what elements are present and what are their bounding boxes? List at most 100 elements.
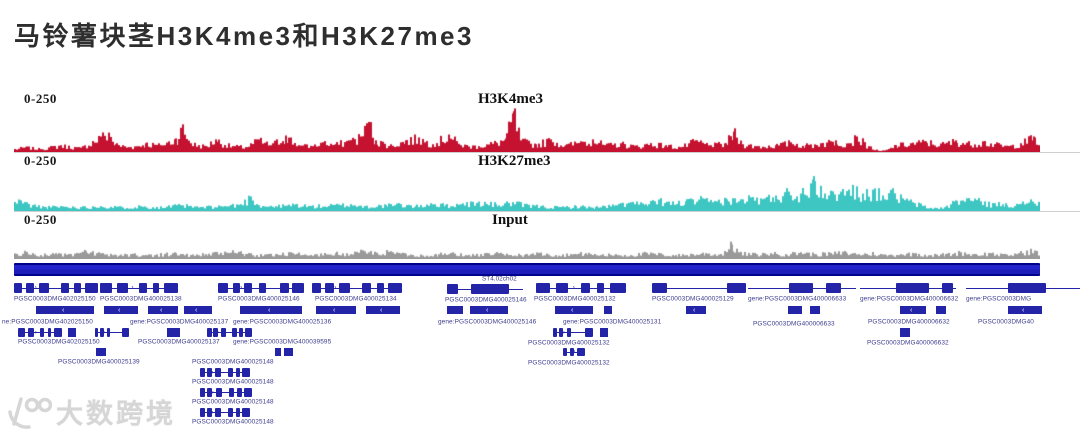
exon-box (61, 283, 70, 293)
exon-box (213, 328, 218, 337)
gene-id-label: PGSC0003DMG400025138 (100, 296, 182, 303)
gene-id-label: PGSC0003DMG400025129 (652, 296, 734, 303)
watermark-text: 大数跨境 (56, 399, 176, 429)
exon-box (215, 408, 221, 417)
intron-line (200, 372, 250, 373)
exon-box (25, 283, 35, 293)
intron-line (207, 332, 252, 333)
signal-canvas-input (14, 228, 1040, 259)
strand-arrow-icon: › (103, 329, 106, 336)
intron-line (95, 332, 129, 333)
strand-arrow-icon: › (131, 285, 134, 291)
exon-box (789, 283, 813, 293)
gene-exon-box (604, 306, 612, 314)
strand-arrow-icon: › (573, 349, 576, 355)
exon-box (27, 328, 34, 337)
strand-arrow-icon: › (34, 285, 37, 291)
exon-box (236, 368, 240, 377)
exon-box (39, 283, 50, 293)
gene-body-bar: ‹ (470, 306, 508, 314)
gene-exon-box (788, 306, 802, 314)
exon-box (200, 388, 206, 397)
gene-model-glyph: › (312, 283, 402, 293)
gene-exon-box (447, 306, 463, 314)
gene-model-glyph: › (200, 388, 252, 397)
exon-box (244, 328, 252, 337)
gene-id-label: PGSC0003DMG400025132 (528, 360, 610, 367)
track-name-h3k27me3: H3K27me3 (478, 153, 551, 169)
intron-line (312, 287, 402, 289)
gene-id-label: PGSC0003DMG400025139 (58, 359, 140, 366)
strand-arrow-icon: ‹ (693, 306, 696, 314)
strand-arrow-icon: › (217, 329, 220, 336)
gene-model-glyph (447, 284, 523, 294)
gene-id-label: PGSC0003DMG400025146 (218, 296, 300, 303)
strand-arrow-icon: ‹ (571, 306, 574, 314)
exon-box (100, 328, 104, 337)
exon-box (652, 283, 668, 293)
gene-id-label: PGSC0003DMG40 (978, 319, 1034, 326)
watermark: 大数跨境 (6, 392, 176, 431)
gene-body-bar: ‹ (366, 306, 400, 314)
exon-box (387, 283, 402, 293)
gene-id-label: PGSC0003DMG400006632 (867, 340, 949, 347)
gene-exon-box (600, 328, 608, 337)
exon-box (229, 388, 235, 397)
gene-id-label: PGSC0003DMG400025134 (315, 296, 397, 303)
exon-box (153, 283, 160, 293)
intron-line (14, 287, 98, 289)
gene-model-glyph: › (95, 328, 129, 337)
gene-id-label: PGSC0003DMG400025148 (192, 419, 274, 426)
exon-box (232, 328, 237, 337)
exon-box (207, 368, 212, 377)
exon-box (117, 283, 129, 293)
gene-id-label: PGSC0003DMG400025132 (528, 340, 610, 347)
gene-exon-box (810, 306, 820, 314)
gene-exon-box (900, 328, 910, 337)
exon-box (825, 283, 841, 293)
exon-box (727, 283, 746, 293)
strand-arrow-icon: ‹ (118, 306, 121, 314)
gene-model-glyph: › (200, 368, 250, 377)
exon-box (207, 328, 212, 337)
exon-box (163, 283, 178, 293)
intron-line (200, 392, 252, 393)
exon-box (581, 283, 590, 293)
exon-box (122, 328, 129, 337)
strand-arrow-icon: ‹ (268, 306, 271, 314)
exon-box (566, 328, 571, 337)
gene-model-glyph: › (100, 283, 178, 293)
exon-box (324, 283, 334, 293)
exon-box (237, 388, 242, 397)
strand-arrow-icon: › (212, 389, 215, 396)
gene-body-bar: ‹ (555, 306, 593, 314)
exon-box (106, 328, 110, 337)
exon-box (555, 283, 569, 293)
exon-box (243, 283, 253, 293)
exon-box (228, 368, 233, 377)
exon-box (339, 283, 350, 293)
watermark-100-logo (8, 396, 52, 429)
exon-box (471, 284, 510, 294)
gene-id-label: PGSC0003DMG402025150 (18, 339, 100, 346)
intron-line (652, 287, 746, 289)
figure-title: 马铃薯块茎H3K4me3和H3K27me3 (14, 21, 474, 51)
chromosome-ruler-bar (14, 263, 1040, 276)
gene-id-label: gene:PGSC0003DMG400025136 (233, 319, 332, 326)
gene-body-bar: ‹ (686, 306, 706, 314)
gene-body-bar: ‹ (36, 306, 94, 314)
exon-box (585, 328, 593, 337)
exon-box (447, 284, 458, 294)
gene-body-bar: ‹ (316, 306, 356, 314)
signal-canvas-h3k27me3 (14, 170, 1040, 211)
exon-box (215, 368, 221, 377)
gene-model-glyph (748, 283, 856, 293)
exon-box (597, 283, 605, 293)
exon-box (559, 328, 564, 337)
exon-box (242, 368, 250, 377)
exon-box (376, 283, 384, 293)
scale-label-h3k27me3: 0-250 (24, 153, 57, 168)
strand-arrow-icon: › (563, 329, 565, 336)
strand-arrow-icon: ‹ (486, 306, 489, 314)
